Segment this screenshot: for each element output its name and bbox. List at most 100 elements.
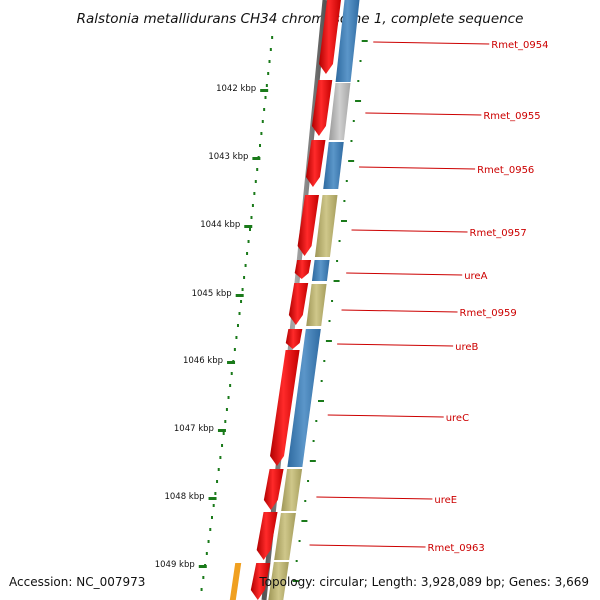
cog-segment bbox=[328, 83, 351, 140]
gene-label[interactable]: Rmet_0955 bbox=[483, 111, 540, 122]
gene-leader-line bbox=[373, 41, 490, 45]
minor-tick bbox=[336, 260, 339, 262]
minor-tick bbox=[301, 520, 308, 522]
ruler-dot bbox=[216, 480, 219, 483]
ruler-tick bbox=[244, 225, 253, 228]
gene-leader-line bbox=[327, 414, 444, 418]
minor-tick bbox=[352, 120, 355, 122]
ruler-dot bbox=[227, 396, 230, 399]
gene-label[interactable]: Rmet_0954 bbox=[491, 40, 548, 51]
ruler-tick bbox=[227, 361, 236, 364]
ruler-dot bbox=[256, 168, 259, 171]
ruler-dot bbox=[235, 336, 238, 339]
gene-leader-line bbox=[337, 343, 454, 347]
ruler-dot bbox=[249, 228, 252, 231]
minor-tick bbox=[350, 140, 353, 142]
minor-tick bbox=[361, 40, 368, 42]
ruler-dot bbox=[238, 312, 241, 315]
ruler-dot bbox=[267, 72, 270, 75]
ruler-dot bbox=[263, 108, 266, 111]
ruler-dot bbox=[240, 300, 243, 303]
cds-arrow bbox=[250, 563, 271, 600]
ruler-dot bbox=[253, 192, 256, 195]
cds-arrow bbox=[288, 283, 309, 325]
minor-tick bbox=[345, 180, 348, 182]
minor-tick bbox=[325, 340, 332, 342]
ruler-dot bbox=[229, 384, 232, 387]
ruler-tick bbox=[235, 294, 244, 297]
ruler-dot bbox=[202, 576, 205, 579]
cog-segment bbox=[274, 513, 296, 560]
ruler-tick-label: 1048 kbp bbox=[164, 492, 204, 502]
cds-arrow bbox=[297, 195, 319, 256]
cog-track bbox=[268, 0, 360, 600]
ruler-tick-label: 1044 kbp bbox=[200, 220, 240, 230]
ruler-dot bbox=[210, 516, 213, 519]
cog-segment bbox=[306, 284, 327, 326]
ruler-tick-label: 1042 kbp bbox=[216, 84, 256, 94]
ruler-dot bbox=[244, 264, 247, 267]
minor-tick bbox=[298, 540, 301, 542]
ruler-dotted-line bbox=[200, 36, 274, 591]
gene-leader-line bbox=[359, 166, 476, 170]
minor-tick bbox=[331, 300, 334, 302]
ruler-dot bbox=[269, 48, 272, 51]
ruler-dot bbox=[268, 60, 271, 63]
ruler-dot bbox=[254, 180, 257, 183]
ruler-tick bbox=[198, 565, 207, 568]
gene-label[interactable]: Rmet_0959 bbox=[460, 308, 517, 319]
cds-arrow bbox=[256, 512, 278, 560]
ruler-dot bbox=[241, 288, 244, 291]
gene-leader-line bbox=[365, 112, 482, 116]
cog-segment bbox=[323, 142, 344, 189]
minor-tick bbox=[323, 360, 326, 362]
ruler-dot bbox=[219, 456, 222, 459]
ruler-tick-label: 1043 kbp bbox=[208, 152, 248, 162]
topology-text: Topology: circular; Length: 3,928,089 bp… bbox=[258, 575, 589, 589]
gene-label[interactable]: Rmet_0957 bbox=[470, 228, 527, 239]
cog-segment bbox=[287, 329, 321, 467]
cog-minor-ticks bbox=[292, 40, 368, 582]
ruler-tick-group: 1042 kbp 1043 kbp 1044 kbp 1045 kbp 1046 kbp… bbox=[155, 84, 269, 570]
ruler-dot bbox=[261, 120, 264, 123]
gene-label[interactable]: ureC bbox=[446, 413, 469, 424]
gene-label[interactable]: ureB bbox=[455, 342, 478, 353]
ruler-dot bbox=[200, 588, 203, 591]
cds-arrow bbox=[294, 260, 312, 279]
cds-arrow bbox=[285, 329, 303, 349]
minor-tick bbox=[348, 160, 355, 162]
minor-tick bbox=[318, 400, 324, 402]
ruler-tick-label: 1047 kbp bbox=[174, 424, 214, 434]
minor-tick bbox=[320, 380, 323, 382]
ruler-dot bbox=[259, 144, 262, 147]
gene-label[interactable]: Rmet_0963 bbox=[428, 543, 485, 554]
ruler-dot bbox=[251, 204, 254, 207]
ruler-dot bbox=[224, 420, 227, 423]
cog-segment bbox=[314, 195, 338, 257]
ruler-tick bbox=[252, 157, 261, 160]
ruler-dot bbox=[209, 528, 212, 531]
minor-tick bbox=[295, 560, 298, 562]
ruler-dot bbox=[205, 552, 208, 555]
ruler-dot bbox=[260, 132, 263, 135]
gene-leader-line bbox=[309, 544, 426, 548]
ruler-dot bbox=[221, 444, 224, 447]
ruler-dot bbox=[246, 252, 249, 255]
minor-tick bbox=[312, 440, 315, 442]
gene-label[interactable]: ureA bbox=[464, 271, 487, 282]
cds-arrow bbox=[263, 469, 284, 510]
ruler-dot bbox=[247, 240, 250, 243]
gene-label[interactable]: Rmet_0956 bbox=[477, 165, 534, 176]
cds-arrow bbox=[318, 0, 341, 74]
gene-leader-line bbox=[351, 229, 468, 233]
gene-label[interactable]: ureE bbox=[434, 495, 457, 506]
ruler-dot bbox=[212, 504, 215, 507]
minor-tick bbox=[292, 580, 299, 582]
accession-text: Accession: NC_007973 bbox=[9, 575, 145, 589]
ruler-tick-label: 1049 kbp bbox=[155, 560, 195, 570]
cds-arrow bbox=[270, 350, 300, 466]
map-title: Ralstonia metallidurans CH34 chromosome … bbox=[77, 11, 524, 27]
gene-leader-line bbox=[316, 496, 433, 500]
ruler-dot bbox=[233, 348, 236, 351]
ruler-tick bbox=[260, 89, 269, 92]
